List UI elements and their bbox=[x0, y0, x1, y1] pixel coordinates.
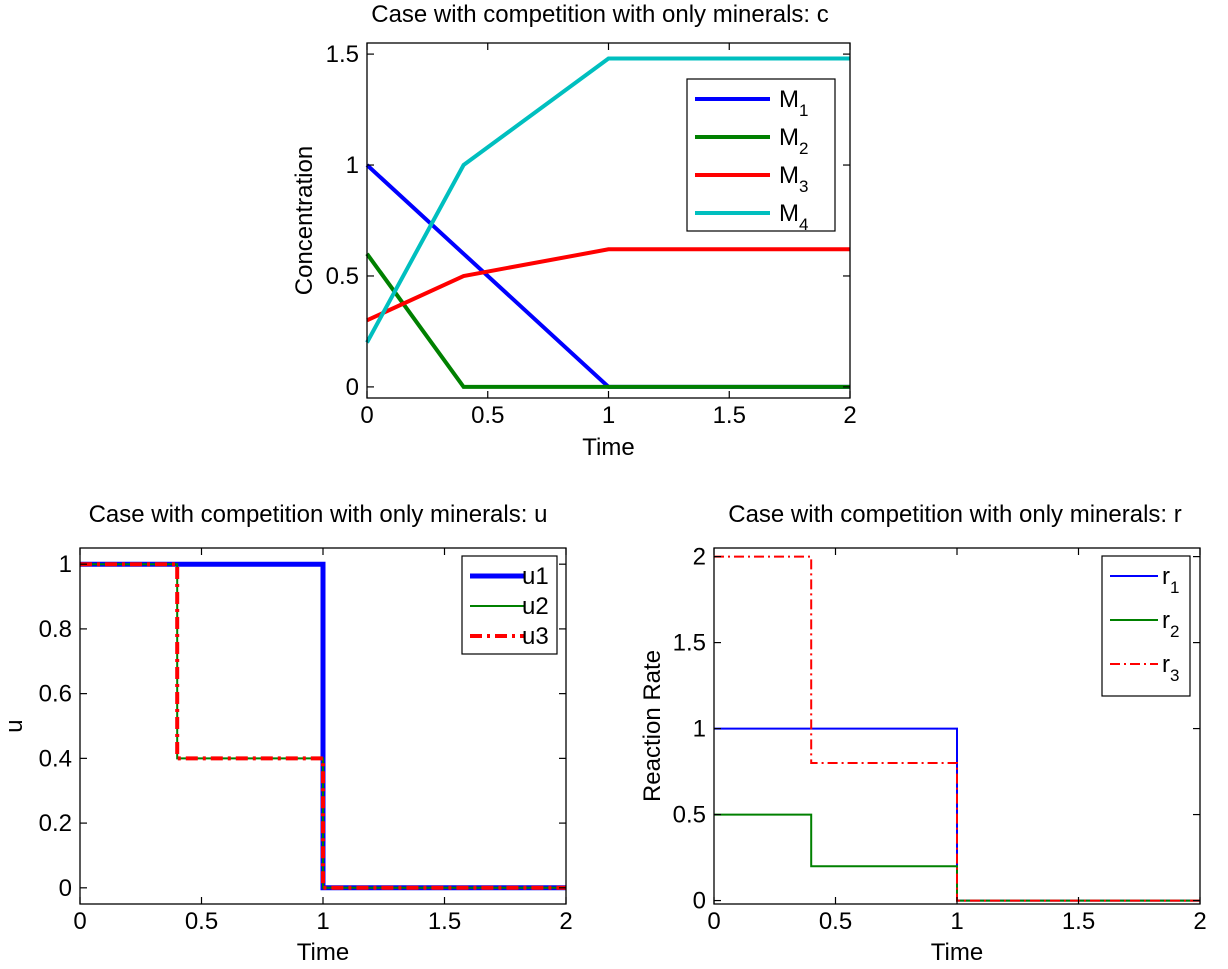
y-tick-label: 0.4 bbox=[39, 745, 72, 772]
x-tick-label: 0 bbox=[360, 402, 373, 429]
legend: u1 u2 u3 bbox=[461, 555, 558, 655]
x-tick-label: 0 bbox=[707, 908, 720, 935]
legend-label: M2 bbox=[779, 124, 808, 158]
series-line-m3 bbox=[366, 247, 850, 323]
legend-box bbox=[686, 78, 836, 232]
x-axis-label: Time bbox=[931, 939, 983, 966]
x-tick-label: 1.5 bbox=[1062, 908, 1095, 935]
legend-label-subscript: 3 bbox=[799, 177, 808, 196]
legend-label: r2 bbox=[1162, 607, 1179, 641]
legend-label-text: M bbox=[779, 200, 799, 227]
series-line-r3 bbox=[714, 555, 1200, 902]
series-line-m4 bbox=[365, 56, 850, 344]
legend-label: M3 bbox=[779, 162, 808, 196]
x-tick-label: 0.5 bbox=[471, 402, 504, 429]
legend-label-text: r bbox=[1162, 563, 1170, 590]
x-tick-label: 1 bbox=[950, 908, 963, 935]
chart-u: Case with competition with only minerals… bbox=[1, 501, 573, 966]
y-tick-label: 0.6 bbox=[39, 681, 72, 708]
y-tick-label: 1 bbox=[693, 716, 706, 743]
x-tick-label: 2 bbox=[1193, 908, 1206, 935]
y-tick-label: 0 bbox=[59, 875, 72, 902]
y-tick-label: 1.5 bbox=[326, 41, 359, 68]
chart-r: Case with competition with only minerals… bbox=[639, 501, 1207, 966]
legend-label-subscript: 2 bbox=[799, 139, 808, 158]
legend-label-subscript: 4 bbox=[799, 215, 808, 234]
y-axis-label: Concentration bbox=[291, 146, 318, 295]
legend-label-text: u3 bbox=[522, 623, 549, 650]
y-tick-label: 0.5 bbox=[326, 263, 359, 290]
y-tick-label: 1 bbox=[59, 551, 72, 578]
x-tick-label: 1 bbox=[602, 402, 615, 429]
x-tick-label: 1.5 bbox=[428, 908, 461, 935]
y-tick-label: 0.8 bbox=[39, 616, 72, 643]
legend-label-subscript: 3 bbox=[1170, 666, 1179, 685]
legend-box bbox=[1101, 555, 1191, 697]
x-tick-label: 0.5 bbox=[819, 908, 852, 935]
legend-label: u2 bbox=[522, 593, 549, 620]
legend-label-text: u1 bbox=[522, 563, 549, 590]
y-tick-label: 0.5 bbox=[673, 802, 706, 829]
x-tick-label: 2 bbox=[843, 402, 856, 429]
legend-label: M1 bbox=[779, 86, 808, 120]
y-tick-label: 1 bbox=[346, 152, 359, 179]
y-tick-label: 0 bbox=[693, 888, 706, 915]
legend-label: r1 bbox=[1162, 563, 1179, 597]
x-tick-label: 0 bbox=[73, 908, 86, 935]
x-tick-label: 1.5 bbox=[713, 402, 746, 429]
legend-label-subscript: 1 bbox=[799, 101, 808, 120]
y-axis-label: Reaction Rate bbox=[639, 650, 666, 802]
legend-label-text: r bbox=[1162, 651, 1170, 678]
x-tick-label: 1 bbox=[316, 908, 329, 935]
y-axis-label: u bbox=[1, 719, 28, 732]
chart-title: Case with competition with only minerals… bbox=[728, 501, 1182, 528]
y-tick-label: 1.5 bbox=[673, 630, 706, 657]
legend-label-subscript: 2 bbox=[1170, 622, 1179, 641]
legend-label: u3 bbox=[522, 623, 549, 650]
legend-label-text: M bbox=[779, 162, 799, 189]
legend-label-text: u2 bbox=[522, 593, 549, 620]
legend-label-subscript: 1 bbox=[1170, 578, 1179, 597]
legend-label-text: M bbox=[779, 86, 799, 113]
chart-title: Case with competition with only minerals… bbox=[89, 501, 548, 528]
legend-label: r3 bbox=[1162, 651, 1179, 685]
legend-label: u1 bbox=[522, 563, 549, 590]
chart-c: Case with competition with only minerals… bbox=[291, 1, 857, 461]
legend-label-text: r bbox=[1162, 607, 1170, 634]
legend-label-text: M bbox=[779, 124, 799, 151]
y-tick-label: 0.2 bbox=[39, 810, 72, 837]
x-tick-label: 2 bbox=[559, 908, 572, 935]
y-tick-label: 2 bbox=[693, 544, 706, 571]
legend-label: M4 bbox=[779, 200, 808, 234]
series-line-u3 bbox=[80, 562, 566, 890]
x-axis-label: Time bbox=[297, 939, 349, 966]
chart-title: Case with competition with only minerals… bbox=[371, 1, 829, 28]
y-tick-label: 0 bbox=[346, 374, 359, 401]
x-axis-label: Time bbox=[582, 434, 634, 461]
x-tick-label: 0.5 bbox=[185, 908, 218, 935]
series-line-m2 bbox=[365, 252, 850, 389]
